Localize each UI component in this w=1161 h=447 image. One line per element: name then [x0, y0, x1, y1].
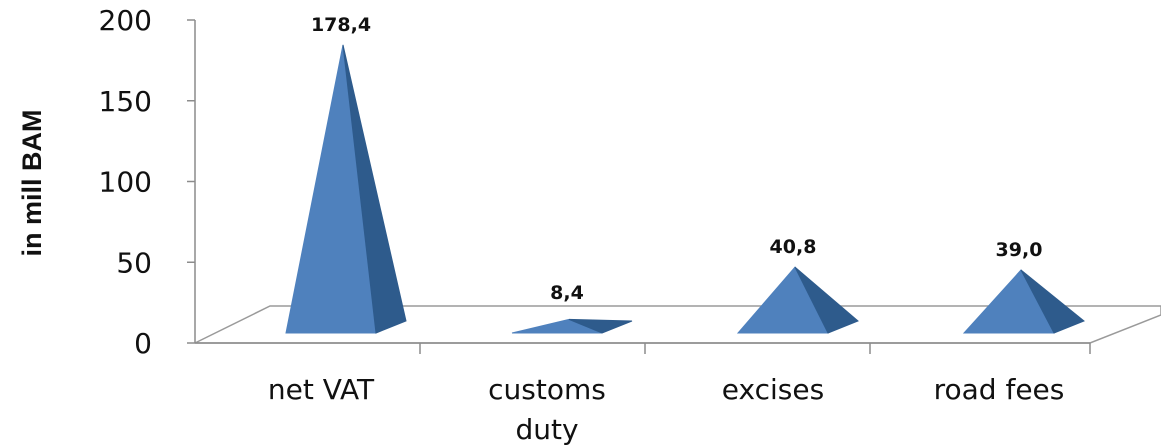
data-label: 39,0 — [996, 239, 1043, 261]
data-label: 178,4 — [311, 14, 371, 36]
x-category-label: net VAT — [268, 373, 375, 406]
y-tick-label: 150 — [99, 85, 152, 118]
chart-labels: 178,4 net VAT 8,4 customs duty 40,8 excises 39,… — [268, 14, 1065, 446]
bar-side-face — [568, 318, 633, 334]
y-tick-label: 200 — [99, 4, 152, 37]
y-tick-label: 100 — [99, 166, 152, 199]
bar-side-face — [1020, 269, 1085, 334]
bar-side-face — [794, 266, 859, 334]
x-category-label: customs — [488, 373, 606, 406]
x-category-label: excises — [722, 373, 824, 406]
x-category-label-line2: duty — [515, 413, 578, 446]
data-label: 8,4 — [550, 282, 584, 304]
chart-bars — [285, 44, 1085, 334]
x-category-label: road fees — [934, 373, 1065, 406]
data-label: 40,8 — [770, 236, 817, 258]
bar-side-face — [342, 44, 407, 334]
y-tick-label: 0 — [134, 327, 152, 360]
y-tick-label: 50 — [116, 246, 152, 279]
chart-axes: 0 50 100 150 200 — [99, 4, 1091, 360]
y-axis-title: in mill BAM — [17, 110, 47, 257]
